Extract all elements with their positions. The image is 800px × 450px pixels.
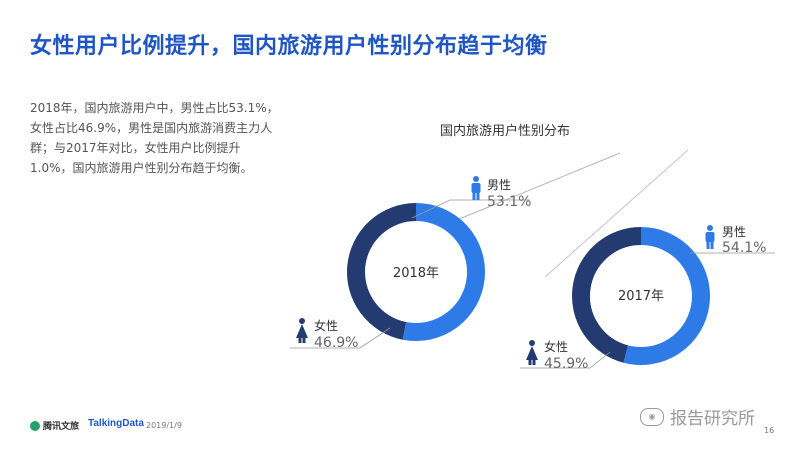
report-date: 2019/1/9: [146, 421, 182, 430]
chart-title: 国内旅游用户性别分布: [440, 124, 571, 139]
male-label: 男性: [722, 225, 746, 239]
female-label: 女性: [314, 318, 338, 333]
logo-text: 腾讯文旅: [43, 422, 80, 432]
wechat-icon: ◉: [640, 407, 664, 426]
donut-center-label: 2018年: [393, 266, 439, 281]
logo-mark-icon: [30, 420, 40, 431]
leader-line: [290, 327, 391, 349]
male-value: 54.1%: [722, 240, 766, 256]
donut-segment-male: [402, 203, 485, 341]
donut-segment-female: [572, 227, 642, 363]
male-icon: [705, 225, 715, 249]
male-value: 53.1%: [487, 194, 531, 210]
donut-segment-male: [623, 227, 710, 365]
female-value: 46.9%: [314, 335, 358, 351]
tencent-travel-logo: 腾讯文旅: [30, 419, 79, 432]
donut-center-label: 2017年: [618, 289, 664, 304]
female-icon: [296, 318, 308, 343]
male-label: 男性: [487, 178, 511, 192]
female-icon: [526, 340, 538, 365]
male-icon: [471, 176, 481, 200]
donut-2018: 2018年: [347, 203, 485, 341]
leader-line: [411, 199, 530, 219]
divider-line: [544, 149, 689, 278]
watermark-text: 报告研究所: [670, 409, 755, 429]
divider-line: [451, 152, 621, 223]
female-label: 女性: [544, 339, 568, 354]
female-value: 45.9%: [544, 356, 588, 372]
watermark: ◉ 报告研究所: [640, 404, 755, 429]
donut-2017: 2017年: [572, 227, 710, 365]
talkingdata-logo: TalkingData: [88, 418, 144, 429]
summary-text: 2018年，国内旅游用户中，男性占比53.1%，女性占比46.9%，男性是国内旅…: [30, 101, 279, 175]
page-title: 女性用户比例提升，国内旅游用户性别分布趋于均衡: [30, 34, 548, 59]
page-number: 16: [764, 426, 775, 435]
donut-segment-female: [347, 203, 417, 340]
leader-line: [520, 351, 611, 369]
